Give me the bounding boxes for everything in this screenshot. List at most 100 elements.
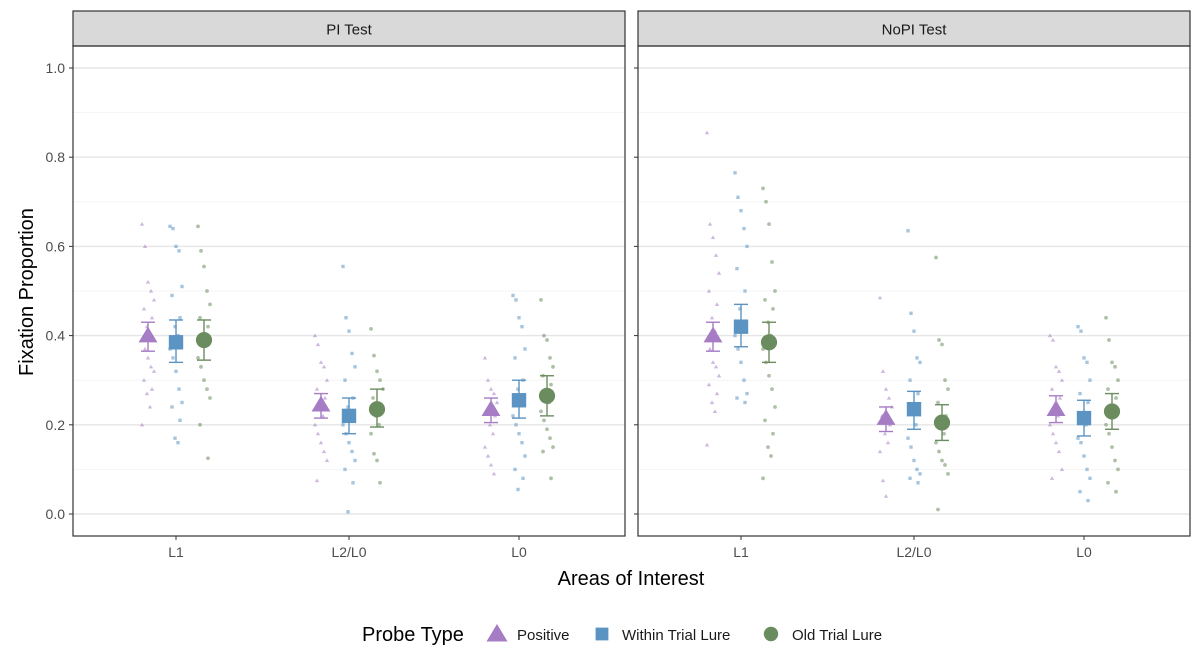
raw-point	[177, 249, 181, 253]
raw-point	[511, 293, 515, 298]
y-tick-label: 0.2	[46, 417, 66, 433]
mean-marker	[1076, 410, 1092, 426]
raw-point	[908, 378, 912, 382]
raw-point	[735, 396, 739, 400]
raw-point	[934, 440, 938, 445]
raw-point	[909, 311, 913, 315]
raw-point	[511, 414, 515, 418]
raw-point	[908, 476, 912, 480]
raw-point	[173, 325, 177, 329]
raw-point	[148, 364, 154, 369]
raw-point	[709, 315, 715, 320]
raw-point	[321, 449, 327, 454]
raw-point	[745, 391, 749, 396]
raw-point	[1057, 395, 1063, 400]
raw-point	[771, 306, 775, 311]
gridlines	[638, 67, 1190, 515]
raw-point	[141, 306, 147, 311]
raw-point	[151, 297, 157, 302]
raw-point	[139, 422, 145, 427]
raw-point	[147, 404, 153, 409]
raw-point	[205, 289, 209, 293]
raw-point	[1078, 490, 1082, 494]
raw-point	[369, 327, 373, 331]
raw-point	[763, 418, 767, 423]
raw-point	[880, 478, 886, 483]
raw-point	[886, 395, 892, 400]
raw-point	[206, 324, 210, 329]
raw-point	[1107, 338, 1111, 342]
raw-point	[915, 356, 919, 360]
series-old-trial-lure	[760, 186, 1121, 512]
raw-point	[937, 449, 941, 454]
raw-point	[171, 226, 175, 231]
raw-point	[514, 423, 518, 427]
raw-point	[170, 405, 174, 409]
raw-point	[940, 342, 944, 347]
mean-marker	[760, 334, 778, 351]
raw-point	[541, 449, 545, 454]
mean-marker	[1046, 400, 1066, 416]
raw-point	[324, 458, 330, 463]
raw-point	[343, 467, 347, 472]
legend-key	[486, 624, 508, 642]
raw-point	[909, 445, 913, 449]
raw-point	[769, 454, 773, 458]
raw-point	[880, 369, 886, 373]
raw-point	[773, 289, 777, 293]
mean-marker	[538, 387, 556, 404]
raw-point	[946, 387, 950, 392]
raw-point	[733, 333, 737, 338]
raw-point	[548, 356, 552, 360]
raw-point	[1082, 356, 1086, 360]
facet-strip-title: PI Test	[326, 22, 372, 39]
raw-point	[943, 463, 947, 467]
raw-point	[347, 329, 351, 333]
raw-point	[1059, 378, 1065, 382]
mean-marker	[733, 319, 749, 334]
raw-point	[1076, 436, 1080, 440]
raw-point	[883, 387, 889, 391]
raw-point	[716, 373, 722, 378]
mean-marker	[368, 401, 386, 418]
raw-point	[934, 255, 938, 260]
raw-point	[1110, 445, 1114, 449]
raw-point	[199, 248, 203, 253]
mean-marker	[703, 326, 723, 343]
raw-point	[704, 130, 710, 135]
x-axis-title: Areas of Interest	[558, 568, 705, 590]
raw-point	[513, 356, 517, 360]
raw-point	[149, 315, 155, 320]
y-tick-label: 1.0	[46, 60, 66, 76]
raw-point	[1079, 440, 1083, 445]
raw-point	[914, 423, 918, 427]
raw-point	[351, 481, 355, 485]
raw-point	[322, 395, 328, 400]
raw-point	[485, 453, 491, 458]
raw-point	[491, 391, 497, 396]
raw-point	[549, 382, 553, 387]
raw-point	[1079, 329, 1083, 333]
raw-point	[1078, 391, 1082, 396]
raw-point	[742, 226, 746, 231]
raw-point	[1050, 337, 1056, 342]
y-tick-label: 0.0	[46, 506, 66, 522]
raw-point	[743, 289, 747, 293]
raw-point	[545, 427, 549, 432]
raw-point	[174, 244, 178, 249]
gridlines	[73, 67, 625, 515]
raw-point	[377, 422, 381, 427]
raw-point	[1050, 431, 1056, 436]
facet-panel: NoPI Test L1 L2/L0 L0	[634, 10, 1191, 560]
raw-point	[1047, 333, 1053, 338]
raw-point	[877, 295, 883, 300]
raw-point	[516, 487, 520, 492]
raw-point	[324, 378, 330, 382]
legend-title: Probe Type	[362, 624, 464, 646]
mean-marker	[195, 331, 213, 349]
raw-point	[513, 467, 517, 472]
raw-point	[315, 342, 321, 347]
raw-point	[877, 449, 883, 454]
